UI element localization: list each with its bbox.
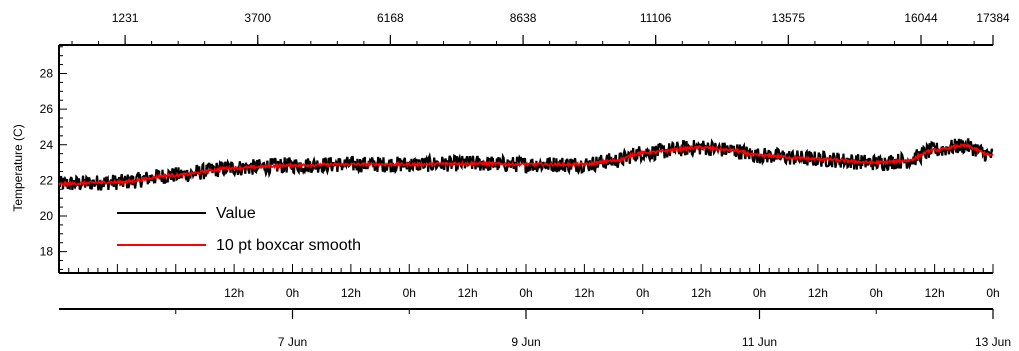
top-tick-label: 17384: [976, 11, 1010, 25]
hour-tick-label: 12h: [808, 286, 828, 300]
hour-tick-label: 0h: [519, 286, 532, 300]
hour-tick-label: 0h: [636, 286, 649, 300]
y-tick-label: 28: [40, 67, 54, 81]
top-index-axis: 1231 3700 6168 8638 11106 13575 16044 17384: [59, 11, 1010, 46]
y-tick-label: 18: [40, 245, 54, 259]
hour-tick-label: 12h: [458, 286, 478, 300]
top-tick-label: 1231: [112, 11, 139, 25]
top-tick-label: 3700: [244, 11, 271, 25]
date-axis: 7 Jun 9 Jun 11 Jun 13 Jun: [59, 308, 1011, 349]
top-tick-label: 8638: [510, 11, 537, 25]
hour-tick-label: 0h: [870, 286, 883, 300]
plot-area: [57, 138, 994, 191]
top-tick-label: 11106: [640, 11, 672, 25]
top-tick-label: 16044: [904, 11, 938, 25]
hour-tick-label: 12h: [574, 286, 594, 300]
hour-tick-label: 12h: [691, 286, 711, 300]
legend-label: Value: [216, 205, 256, 222]
y-tick-label: 22: [40, 173, 54, 187]
top-tick-label: 13575: [772, 11, 806, 25]
hour-tick-label: 0h: [986, 286, 999, 300]
hour-tick-label: 0h: [753, 286, 766, 300]
y-tick-label: 20: [40, 209, 54, 223]
hour-tick-label: 0h: [286, 286, 299, 300]
y-tick-label: 26: [40, 102, 54, 116]
date-tick-label: 11 Jun: [742, 335, 777, 349]
smooth-series-line: [58, 142, 994, 188]
legend-label: 10 pt boxcar smooth: [216, 237, 361, 254]
legend: Value 10 pt boxcar smooth: [117, 205, 361, 254]
hour-tick-label: 0h: [403, 286, 416, 300]
top-tick-label: 6168: [377, 11, 404, 25]
hour-tick-label: 12h: [341, 286, 361, 300]
hour-tick-label: 12h: [224, 286, 244, 300]
hour-tick-label: 12h: [925, 286, 945, 300]
temperature-axis: 18 20 22 24 26 28: [40, 45, 67, 273]
y-axis-label: Temperature (C): [11, 124, 25, 211]
date-tick-label: 9 Jun: [511, 335, 540, 349]
date-tick-label: 7 Jun: [278, 335, 307, 349]
y-tick-label: 24: [40, 138, 54, 152]
date-tick-label: 13 Jun: [975, 335, 1011, 349]
hour-axis: 12h 0h 12h 0h 12h 0h 12h 0h 12h 0h 12h 0h 12h 0h: [58, 264, 1000, 300]
